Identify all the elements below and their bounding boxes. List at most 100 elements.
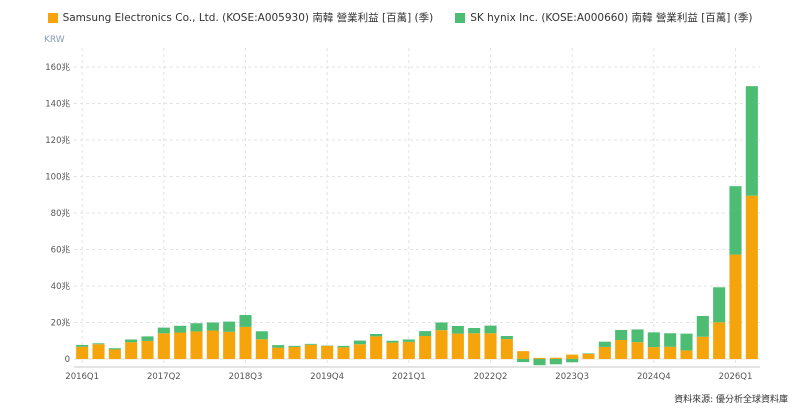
bar-samsung: [500, 339, 513, 359]
bar-hynix: [304, 343, 317, 345]
x-tick-label: 2022Q2: [474, 372, 508, 382]
bar-samsung: [370, 336, 383, 359]
bar-samsung: [419, 336, 432, 359]
y-tick-label: 120兆: [45, 135, 70, 146]
bar-samsung: [141, 340, 154, 359]
bar-samsung: [76, 346, 89, 359]
bar-hynix: [255, 331, 268, 340]
bar-hynix: [484, 325, 497, 334]
bar-samsung: [157, 333, 170, 359]
bar-samsung: [647, 347, 660, 359]
bar-hynix: [631, 329, 644, 343]
bar-samsung: [206, 330, 219, 359]
bar-hynix: [239, 315, 252, 327]
bar-samsung: [337, 347, 350, 359]
x-tick-label: 2026Q1: [719, 372, 753, 382]
x-tick-label: 2024Q4: [637, 372, 671, 382]
bar-hynix: [598, 341, 611, 347]
y-tick-label: 100兆: [45, 172, 70, 183]
bar-samsung: [353, 344, 366, 359]
bar-hynix: [713, 287, 726, 323]
x-tick-label: 2019Q4: [310, 372, 344, 382]
bar-samsung: [435, 330, 448, 359]
bar-samsung: [680, 350, 693, 359]
bar-hynix: [206, 322, 219, 331]
bar-hynix: [190, 323, 203, 332]
bar-hynix: [174, 325, 187, 333]
bar-hynix: [353, 340, 366, 345]
bar-hynix: [615, 329, 628, 341]
bar-samsung: [729, 254, 742, 359]
bar-samsung: [304, 344, 317, 359]
bar-hynix: [500, 336, 513, 340]
bar-samsung: [745, 195, 758, 359]
bar-hynix: [223, 321, 236, 332]
x-tick-label: 2023Q3: [555, 372, 589, 382]
bar-hynix: [517, 359, 530, 363]
bar-hynix: [402, 339, 415, 342]
bar-hynix: [533, 359, 546, 366]
bar-samsung: [239, 326, 252, 359]
bar-samsung: [664, 346, 677, 359]
bar-samsung: [255, 339, 268, 359]
bar-hynix: [108, 348, 121, 350]
bar-hynix: [451, 325, 464, 334]
y-tick-label: 20兆: [51, 318, 71, 329]
bar-hynix: [141, 336, 154, 341]
bar-samsung: [696, 336, 709, 359]
bar-hynix: [157, 327, 170, 334]
bar-samsung: [598, 346, 611, 359]
bar-samsung: [321, 345, 334, 359]
y-axis-unit: KRW: [44, 35, 65, 45]
legend-swatch-hynix: [455, 12, 466, 23]
y-tick-label: 140兆: [45, 99, 70, 110]
bar-samsung: [566, 354, 579, 359]
bar-samsung: [582, 353, 595, 359]
y-tick-label: 0: [65, 355, 70, 365]
legend: Samsung Electronics Co., Ltd. (KOSE:A005…: [0, 10, 800, 25]
legend-label-hynix: SK hynix Inc. (KOSE:A000660) 南韓 營業利益 [百萬…: [470, 12, 753, 24]
y-tick-label: 80兆: [51, 208, 71, 219]
bar-samsung: [92, 344, 105, 359]
bar-hynix: [272, 345, 285, 348]
bar-hynix: [549, 359, 562, 365]
bar-samsung: [108, 349, 121, 359]
bar-hynix: [680, 333, 693, 351]
bar-hynix: [419, 331, 432, 337]
bar-samsung: [713, 322, 726, 359]
bar-hynix: [745, 86, 758, 196]
bar-samsung: [174, 332, 187, 359]
y-tick-label: 160兆: [45, 62, 70, 73]
bar-hynix: [729, 186, 742, 255]
legend-item-hynix[interactable]: SK hynix Inc. (KOSE:A000660) 南韓 營業利益 [百萬…: [455, 10, 752, 25]
legend-item-samsung[interactable]: Samsung Electronics Co., Ltd. (KOSE:A005…: [47, 10, 434, 25]
bar-hynix: [435, 322, 448, 331]
legend-label-samsung: Samsung Electronics Co., Ltd. (KOSE:A005…: [62, 12, 434, 24]
bar-hynix: [664, 333, 677, 347]
bar-samsung: [125, 342, 138, 359]
y-tick-label: 60兆: [51, 245, 71, 256]
data-source: 資料來源: 優分析全球資料庫: [674, 395, 788, 405]
bar-samsung: [468, 333, 481, 359]
bar-hynix: [76, 344, 89, 347]
bar-hynix: [370, 333, 383, 337]
bar-samsung: [631, 342, 644, 359]
y-tick-label: 40兆: [51, 281, 71, 292]
bar-samsung: [223, 331, 236, 359]
bar-hynix: [582, 353, 595, 354]
bar-hynix: [468, 327, 481, 334]
bar-hynix: [696, 315, 709, 337]
bar-hynix: [647, 332, 660, 348]
bar-samsung: [190, 331, 203, 359]
bar-samsung: [549, 357, 562, 359]
bar-samsung: [402, 341, 415, 359]
bar-samsung: [517, 351, 530, 359]
bar-samsung: [386, 342, 399, 359]
x-tick-label: 2016Q1: [65, 372, 99, 382]
legend-swatch-samsung: [47, 12, 58, 23]
bar-hynix: [288, 345, 301, 347]
bar-samsung: [533, 357, 546, 359]
x-tick-label: 2017Q2: [147, 372, 181, 382]
x-tick-label: 2018Q3: [229, 372, 263, 382]
